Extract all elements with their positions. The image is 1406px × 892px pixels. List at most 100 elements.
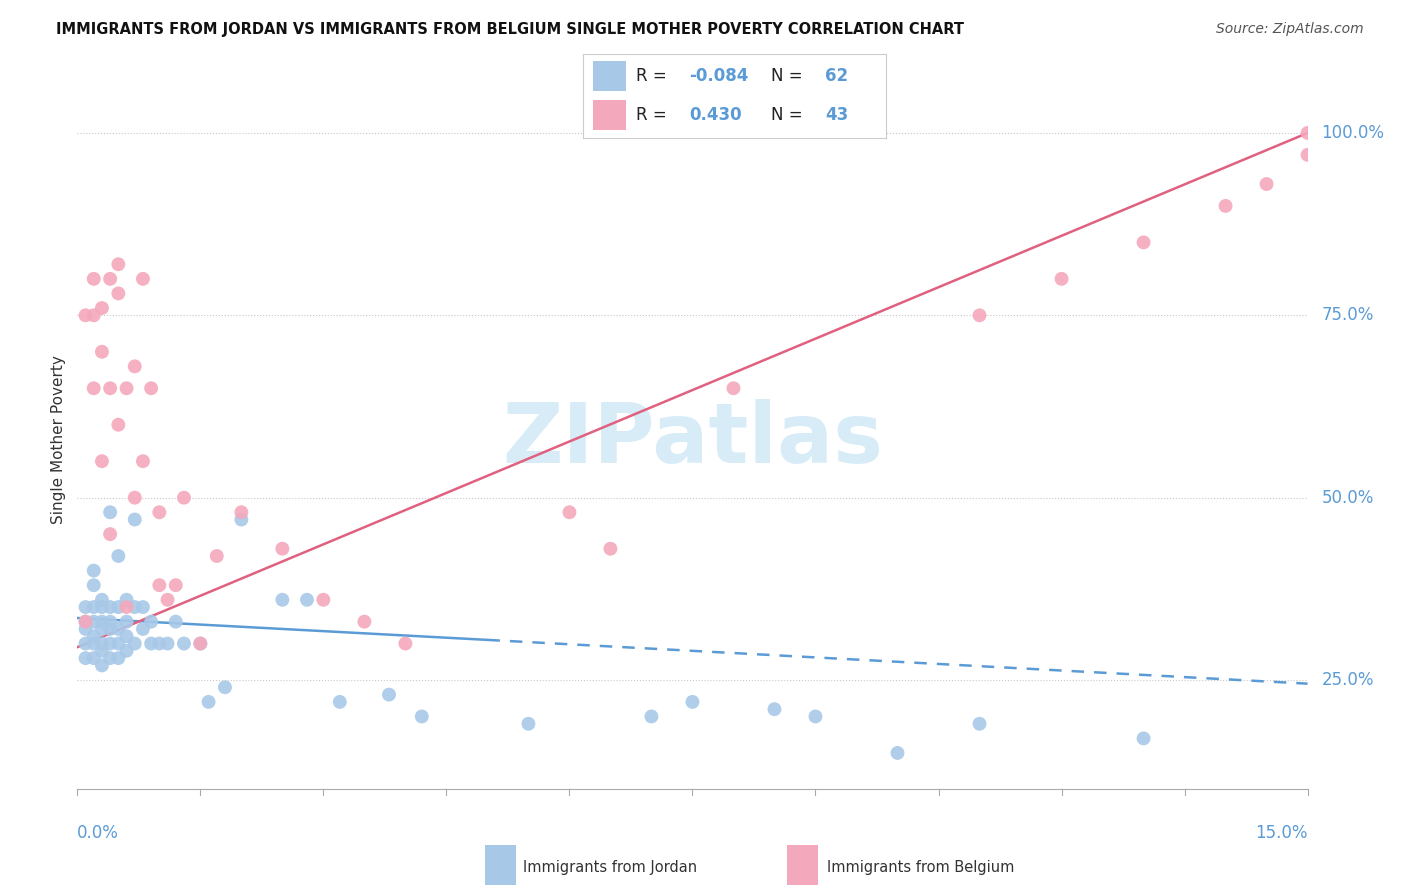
Point bbox=[1256, 177, 1278, 191]
Text: IMMIGRANTS FROM JORDAN VS IMMIGRANTS FROM BELGIUM SINGLE MOTHER POVERTY CORRELAT: IMMIGRANTS FROM JORDAN VS IMMIGRANTS FRO… bbox=[56, 22, 965, 37]
Point bbox=[98, 600, 121, 615]
Point bbox=[1296, 126, 1319, 140]
Point bbox=[107, 549, 129, 563]
Text: R =: R = bbox=[637, 106, 672, 124]
Point bbox=[115, 600, 138, 615]
Point bbox=[132, 600, 155, 615]
Point bbox=[271, 541, 294, 556]
Point bbox=[98, 505, 121, 519]
Point bbox=[378, 688, 401, 702]
Point bbox=[124, 359, 146, 374]
Point bbox=[197, 695, 219, 709]
Point bbox=[75, 622, 97, 636]
Point bbox=[173, 636, 195, 650]
Point bbox=[107, 622, 129, 636]
Text: R =: R = bbox=[637, 67, 672, 85]
Point bbox=[107, 636, 129, 650]
Point bbox=[124, 512, 146, 526]
Point bbox=[205, 549, 228, 563]
Point bbox=[98, 381, 121, 395]
Text: Immigrants from Jordan: Immigrants from Jordan bbox=[523, 860, 697, 874]
Text: 75.0%: 75.0% bbox=[1322, 306, 1374, 325]
Text: Source: ZipAtlas.com: Source: ZipAtlas.com bbox=[1216, 22, 1364, 37]
Point bbox=[141, 636, 163, 650]
Point bbox=[107, 257, 129, 271]
Point bbox=[90, 622, 114, 636]
Point bbox=[90, 644, 114, 658]
Y-axis label: Single Mother Poverty: Single Mother Poverty bbox=[51, 355, 66, 524]
Point bbox=[98, 636, 121, 650]
Point bbox=[165, 578, 187, 592]
Point bbox=[98, 651, 121, 665]
Point bbox=[231, 512, 253, 526]
Text: ZIPatlas: ZIPatlas bbox=[502, 399, 883, 480]
Point bbox=[83, 636, 105, 650]
Point bbox=[148, 578, 170, 592]
Point bbox=[148, 636, 170, 650]
Point bbox=[214, 681, 236, 695]
Point bbox=[1215, 199, 1237, 213]
Point bbox=[1296, 148, 1319, 162]
Text: 0.0%: 0.0% bbox=[77, 824, 120, 842]
Point bbox=[353, 615, 375, 629]
Text: 0.430: 0.430 bbox=[689, 106, 742, 124]
Point bbox=[75, 615, 97, 629]
Point bbox=[188, 636, 212, 650]
Point bbox=[1132, 731, 1154, 746]
Point bbox=[75, 651, 97, 665]
Point bbox=[231, 505, 253, 519]
Point bbox=[124, 636, 146, 650]
Point bbox=[329, 695, 352, 709]
Text: N =: N = bbox=[770, 67, 808, 85]
Point bbox=[90, 301, 114, 315]
Point bbox=[83, 651, 105, 665]
Point bbox=[1050, 272, 1073, 286]
Text: Immigrants from Belgium: Immigrants from Belgium bbox=[827, 860, 1014, 874]
Text: -0.084: -0.084 bbox=[689, 67, 748, 85]
Point bbox=[90, 636, 114, 650]
Point bbox=[173, 491, 195, 505]
Bar bbox=[592, 62, 626, 91]
Point bbox=[90, 600, 114, 615]
Point bbox=[312, 592, 335, 607]
Point bbox=[124, 600, 146, 615]
Point bbox=[124, 491, 146, 505]
Point bbox=[75, 636, 97, 650]
Point bbox=[75, 600, 97, 615]
Point bbox=[804, 709, 827, 723]
Text: 62: 62 bbox=[825, 67, 848, 85]
Point bbox=[83, 615, 105, 629]
Point bbox=[98, 622, 121, 636]
Point bbox=[115, 644, 138, 658]
Point bbox=[141, 615, 163, 629]
Text: 50.0%: 50.0% bbox=[1322, 489, 1374, 507]
Point bbox=[188, 636, 212, 650]
Point bbox=[763, 702, 786, 716]
Point bbox=[969, 308, 991, 322]
Point bbox=[115, 615, 138, 629]
Point bbox=[295, 592, 318, 607]
Point bbox=[148, 505, 170, 519]
Text: 15.0%: 15.0% bbox=[1256, 824, 1308, 842]
Point bbox=[90, 615, 114, 629]
Point bbox=[132, 272, 155, 286]
Text: 43: 43 bbox=[825, 106, 849, 124]
Point bbox=[83, 308, 105, 322]
Point bbox=[156, 636, 179, 650]
Point bbox=[83, 600, 105, 615]
Point bbox=[682, 695, 704, 709]
Bar bbox=[592, 100, 626, 130]
Point bbox=[271, 592, 294, 607]
Point bbox=[98, 272, 121, 286]
Point bbox=[98, 527, 121, 541]
Point bbox=[107, 651, 129, 665]
Point bbox=[1132, 235, 1154, 250]
Point bbox=[640, 709, 662, 723]
Point bbox=[969, 716, 991, 731]
Text: N =: N = bbox=[770, 106, 808, 124]
Point bbox=[98, 615, 121, 629]
Point bbox=[83, 272, 105, 286]
Point bbox=[723, 381, 745, 395]
Point bbox=[107, 600, 129, 615]
Point bbox=[75, 615, 97, 629]
